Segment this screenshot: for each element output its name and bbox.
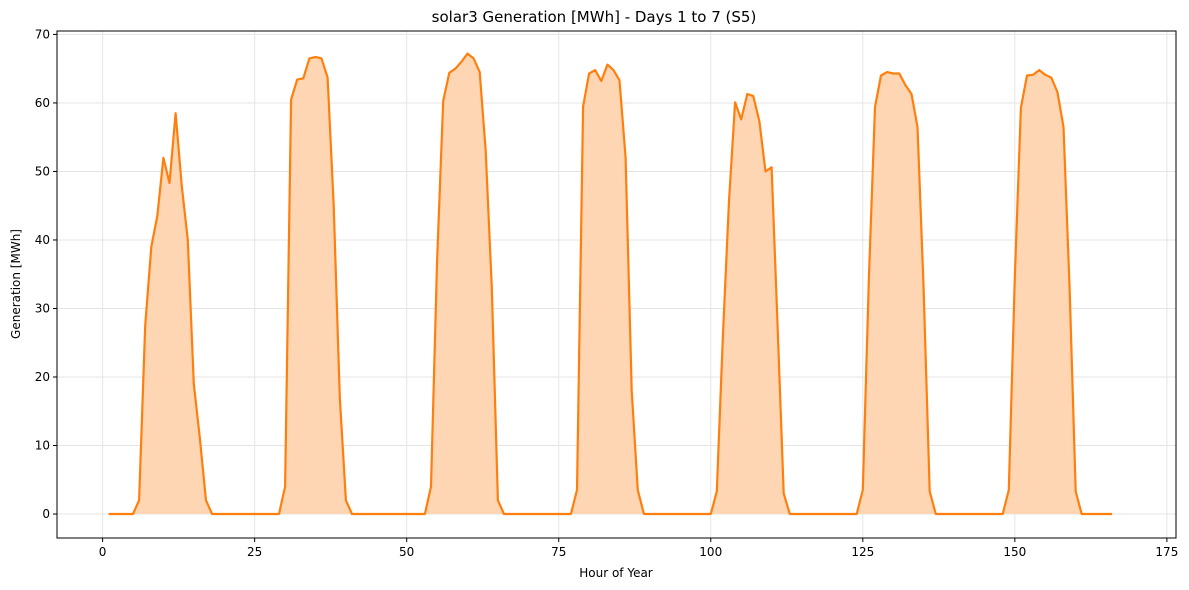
plot-frame	[56, 30, 1177, 539]
x-tick-label: 25	[247, 545, 262, 559]
y-tick-label: 0	[42, 507, 50, 521]
y-tick-label: 20	[35, 370, 50, 384]
chart-title: solar3 Generation [MWh] - Days 1 to 7 (S…	[432, 8, 757, 26]
y-tick-label: 30	[35, 301, 50, 315]
x-axis-ticks: 0 25 50 75 100 125 150 175	[99, 538, 1178, 559]
x-tick-label: 125	[851, 545, 874, 559]
x-tick-label: 100	[699, 545, 722, 559]
x-tick-label: 175	[1155, 545, 1178, 559]
x-tick-label: 50	[399, 545, 414, 559]
generation-area-fill	[108, 53, 1113, 515]
y-tick-label: 70	[35, 27, 50, 41]
y-tick-label: 10	[35, 439, 50, 453]
x-tick-label: 0	[99, 545, 107, 559]
x-tick-label: 75	[551, 545, 566, 559]
y-tick-label: 40	[35, 233, 50, 247]
y-tick-label: 50	[35, 164, 50, 178]
y-axis-ticks: 0 10 20 30 40 50 60 70	[35, 27, 57, 521]
generation-line	[108, 52, 1113, 516]
x-axis-label: Hour of Year	[579, 566, 653, 580]
y-axis-label: Generation [MWh]	[9, 229, 23, 339]
x-tick-label: 150	[1003, 545, 1026, 559]
y-tick-label: 60	[35, 96, 50, 110]
